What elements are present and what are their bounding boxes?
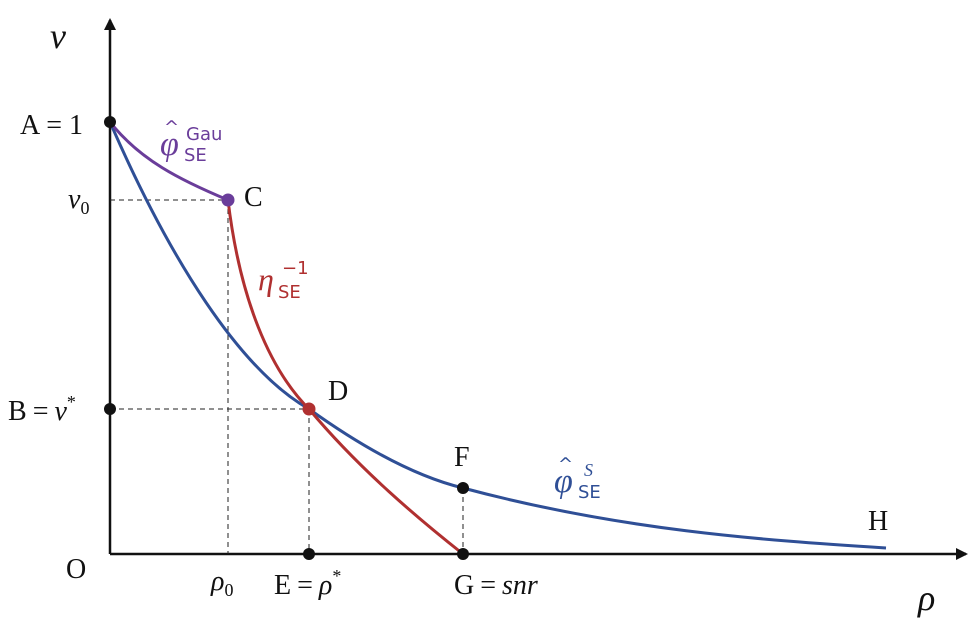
svg-text:φ: φ [160,126,179,163]
svg-text:η: η [258,261,274,297]
point-G [457,548,469,560]
svg-text:Gau: Gau [186,124,222,145]
point-D [302,402,316,416]
svg-text:φ: φ [554,463,573,500]
label-phi-se-s: φ ^ SE S [554,454,601,503]
point-B [104,403,116,415]
svg-text:SE: SE [578,482,601,503]
point-C [221,193,235,207]
svg-text:^: ^ [558,454,573,475]
curve-phi-se-gau [108,121,229,202]
svg-text:SE: SE [278,282,301,303]
label-H: H [868,506,888,537]
label-phi-se-gau: φ ^ SE Gau [160,117,222,166]
svg-text:−1: −1 [282,258,309,279]
label-C: C [244,182,263,213]
label-rho0: ρ0 [210,566,233,600]
y-axis-label: v [50,16,66,56]
label-D: D [328,376,348,407]
label-F: F [454,442,470,473]
svg-text:S: S [584,460,593,480]
point-A [104,116,116,128]
label-E: E = ρ* [274,566,341,601]
label-eta-se-inverse: η SE −1 [258,258,309,303]
label-A: A = 1 [20,110,83,141]
label-B: B = v* [8,392,76,427]
svg-text:^: ^ [164,117,179,138]
origin-label: O [66,554,86,585]
curve-phi-se-s [108,121,887,550]
guide-lines [110,199,464,554]
label-G: G = snr [454,570,538,601]
x-axis-label: ρ [917,578,935,618]
label-v0: v0 [68,184,89,218]
point-F [457,482,469,494]
point-E [303,548,315,560]
svg-text:SE: SE [184,145,207,166]
